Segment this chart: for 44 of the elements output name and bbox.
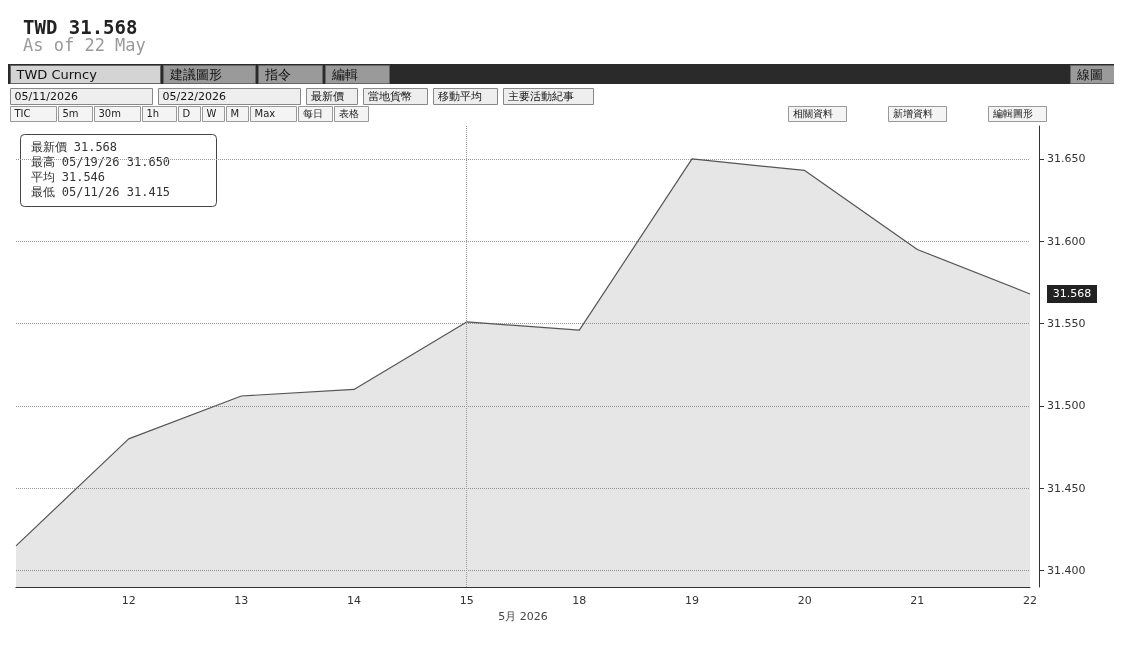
- text: 5m: [62, 108, 79, 119]
- y-tick-label: 31.450: [1047, 481, 1086, 495]
- text: 移動平均: [437, 89, 482, 103]
- x-tick-label: 19: [685, 594, 699, 607]
- y-tick-label: 31.500: [1047, 399, 1086, 413]
- text: W: [206, 108, 217, 119]
- x-tick-label: 18: [572, 594, 587, 607]
- text: 05/11/2026: [14, 89, 78, 103]
- annotation: 最新價 31.568: [30, 139, 118, 154]
- x-tick-label: 22: [1023, 594, 1037, 607]
- text: 表格: [338, 108, 359, 119]
- annotation: 31.568: [1052, 287, 1092, 301]
- x-tick-label: 20: [797, 594, 812, 607]
- text: 05/22/2026: [162, 89, 226, 103]
- text: TWD Curncy: [15, 66, 98, 82]
- annotation: 最低 05/11/26 31.415: [30, 184, 171, 199]
- text: 主要活動紀事: [507, 89, 574, 103]
- y-tick-label: 31.550: [1047, 317, 1086, 331]
- x-axis-title: 5月 2026: [498, 609, 548, 623]
- text: 編輯圖形: [991, 108, 1033, 119]
- text: 當地貨幣: [367, 89, 412, 103]
- text: 新增資料: [892, 108, 933, 119]
- x-tick-label: 21: [910, 594, 925, 607]
- text: 最新價: [310, 89, 344, 103]
- annotation: 平均 31.546: [30, 169, 106, 184]
- x-tick-label: 14: [347, 594, 361, 607]
- y-tick-label: 31.650: [1047, 152, 1086, 166]
- text: M: [230, 108, 240, 119]
- text: 相關資料: [792, 108, 833, 119]
- x-tick-label: 15: [459, 594, 474, 607]
- x-tick-label: 12: [121, 594, 136, 607]
- text: D: [182, 108, 191, 119]
- text: TIC: [13, 108, 31, 119]
- text: 1h: [146, 108, 160, 119]
- text: 每日: [302, 108, 323, 119]
- x-tick-label: 13: [234, 594, 249, 607]
- text: Max: [254, 108, 276, 119]
- y-tick-label: 31.400: [1047, 564, 1086, 578]
- y-tick-label: 31.600: [1047, 234, 1086, 248]
- text: 線圖: [1075, 66, 1103, 82]
- text: 建議圖形: [168, 66, 222, 82]
- text: 指令: [263, 66, 291, 82]
- text: 編輯: [330, 66, 358, 82]
- text: 30m: [98, 108, 121, 119]
